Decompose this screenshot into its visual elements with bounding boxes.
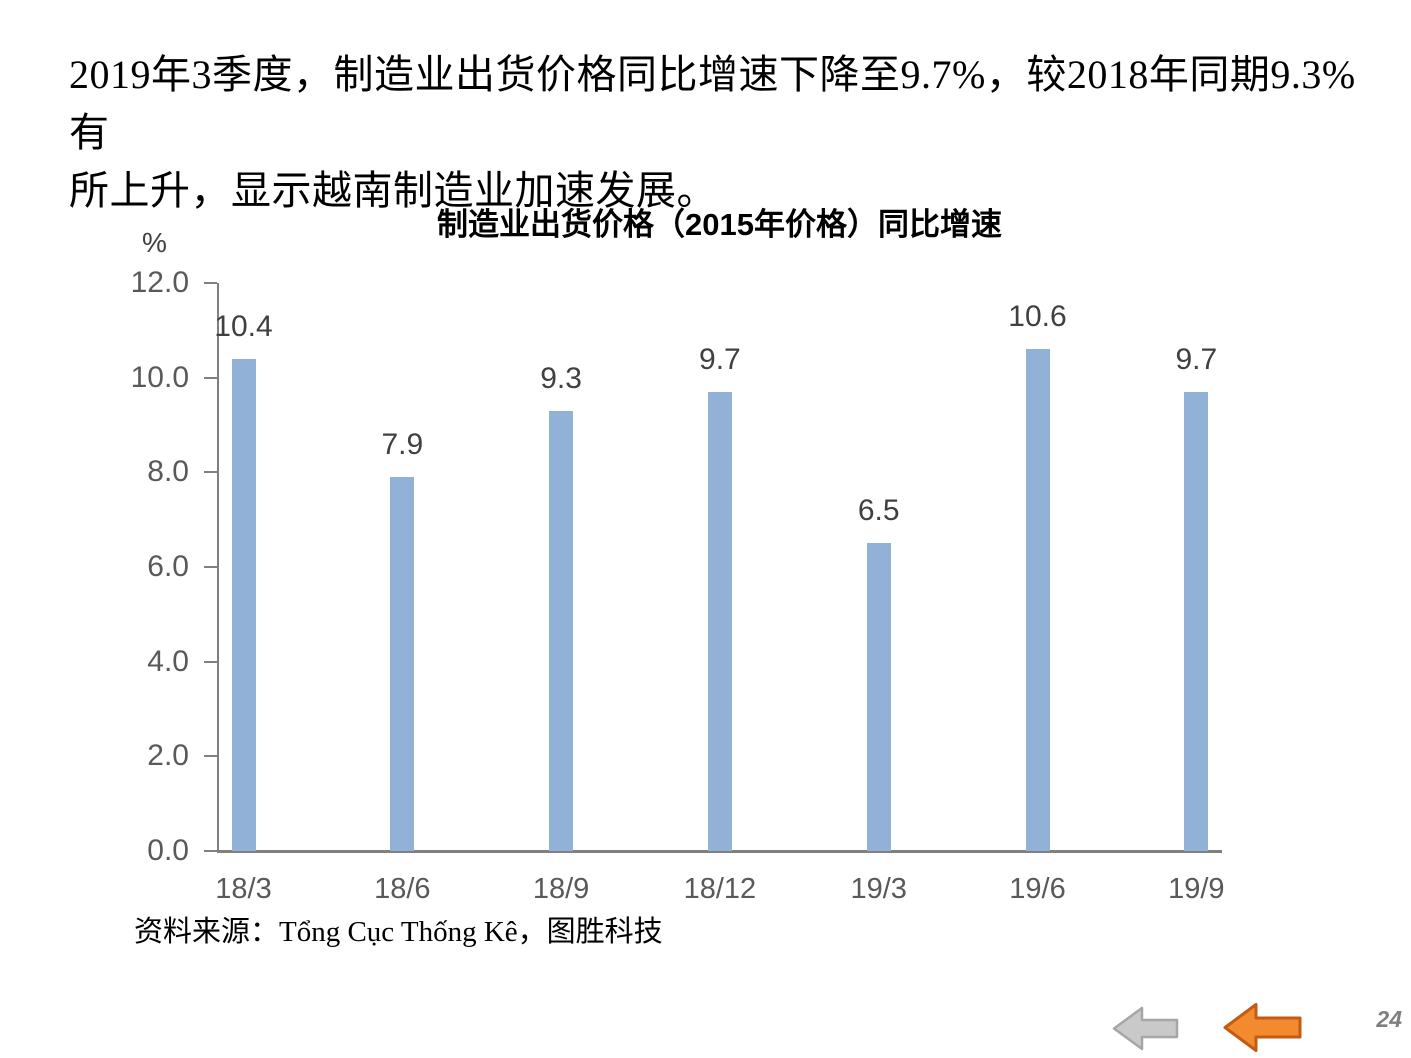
x-axis-line — [217, 850, 1222, 853]
y-axis-tick-label: 0.0 — [147, 834, 189, 867]
back-arrow-orange-icon[interactable] — [1223, 1001, 1303, 1054]
headline-line-1: 2019年3季度，制造业出货价格同比增速下降至9.7%，较2018年同期9.3%… — [69, 52, 1356, 155]
bar-18/6 — [390, 477, 415, 851]
y-axis-unit-label: % — [142, 227, 167, 258]
headline-line-2: 所上升，显示越南制造业加速发展。 — [69, 168, 717, 213]
bar-value-label: 6.5 — [857, 494, 900, 528]
bar-value-label: 10.4 — [214, 309, 273, 343]
y-axis-tick-label: 10.0 — [130, 360, 189, 394]
y-axis-tick-mark — [204, 660, 217, 663]
page-number: 24 — [1376, 1006, 1402, 1032]
bar-value-label: 9.7 — [1175, 342, 1218, 376]
source-note: 资料来源：Tổng Cục Thống Kê，图胜科技 — [134, 916, 663, 948]
bar-18/3 — [231, 358, 256, 851]
x-axis-tick-label: 19/9 — [1168, 873, 1225, 905]
x-axis-tick-label: 18/3 — [215, 873, 272, 905]
y-axis-tick-label: 2.0 — [147, 739, 189, 773]
bar-19/6 — [1025, 349, 1050, 851]
plot-area: % 0.0 2.0 4.0 6.0 8.0 10.0 12.0 10.4 18/3 7.9 18/… — [131, 227, 1225, 905]
x-axis-tick-label: 19/3 — [850, 873, 907, 905]
y-axis-tick-mark — [204, 566, 217, 568]
bar-19/3 — [866, 543, 891, 851]
bar-18/9 — [549, 410, 574, 851]
bar-value-label: 9.3 — [540, 361, 582, 395]
y-axis-tick-mark — [204, 755, 217, 758]
y-axis-tick-mark — [204, 850, 217, 852]
y-axis-tick-mark — [204, 376, 217, 379]
y-axis-tick-label: 6.0 — [147, 550, 189, 583]
x-axis-tick-label: 18/9 — [532, 873, 590, 905]
headline: 2019年3季度，制造业出货价格同比增速下降至9.7%，较2018年同期9.3%… — [69, 46, 1389, 220]
x-axis-tick-label: 18/6 — [374, 873, 431, 905]
bar-19/9 — [1184, 391, 1209, 851]
bar-value-label: 7.9 — [381, 428, 424, 462]
y-axis-tick-mark — [204, 282, 217, 284]
y-axis-line — [217, 283, 219, 851]
bar-value-label: 9.7 — [699, 342, 741, 376]
y-axis-tick-mark — [204, 471, 217, 474]
x-axis-tick-label: 18/12 — [683, 873, 757, 905]
y-axis-tick-label: 12.0 — [130, 266, 189, 299]
chart-title: 制造业出货价格（2015年价格）同比增速 — [437, 207, 1002, 242]
bar-18/12 — [707, 391, 732, 851]
x-axis-tick-label: 19/6 — [1009, 873, 1066, 905]
back-arrow-gray-icon[interactable] — [1112, 1005, 1180, 1052]
bar-value-label: 10.6 — [1008, 300, 1067, 334]
y-axis-tick-label: 8.0 — [147, 455, 189, 489]
y-axis-tick-label: 4.0 — [147, 644, 189, 678]
